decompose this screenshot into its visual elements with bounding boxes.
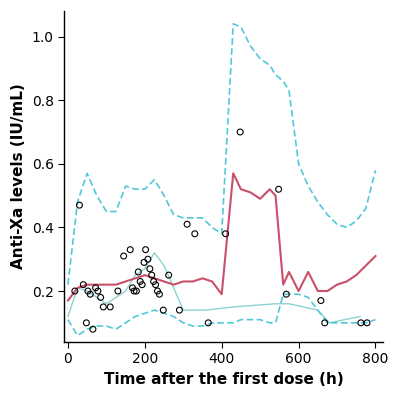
X-axis label: Time after the first dose (h): Time after the first dose (h) xyxy=(104,372,344,387)
Point xyxy=(176,307,183,313)
Point xyxy=(150,278,157,285)
Point xyxy=(205,320,212,326)
Point xyxy=(154,288,161,294)
Point xyxy=(147,265,153,272)
Point xyxy=(100,304,106,310)
Point xyxy=(133,288,140,294)
Point xyxy=(322,320,328,326)
Point xyxy=(120,253,127,259)
Point xyxy=(95,288,101,294)
Point xyxy=(87,291,94,297)
Point xyxy=(76,202,83,208)
Point xyxy=(90,326,96,332)
Point xyxy=(283,291,290,297)
Point xyxy=(152,281,159,288)
Point xyxy=(85,288,91,294)
Y-axis label: Anti-Xa levels (IU/mL): Anti-Xa levels (IU/mL) xyxy=(11,84,26,269)
Point xyxy=(192,230,198,237)
Point xyxy=(129,285,136,291)
Point xyxy=(107,304,114,310)
Point xyxy=(92,285,99,291)
Point xyxy=(115,288,121,294)
Point xyxy=(184,221,190,227)
Point xyxy=(166,272,172,278)
Point xyxy=(72,288,78,294)
Point xyxy=(139,281,145,288)
Point xyxy=(135,269,142,275)
Point xyxy=(80,281,86,288)
Point xyxy=(131,288,137,294)
Point xyxy=(127,246,134,253)
Point xyxy=(156,291,163,297)
Point xyxy=(318,297,324,304)
Point xyxy=(145,256,151,262)
Point xyxy=(137,278,144,285)
Point xyxy=(276,186,282,192)
Point xyxy=(98,294,104,300)
Point xyxy=(364,320,370,326)
Point xyxy=(148,272,155,278)
Point xyxy=(141,259,147,265)
Point xyxy=(222,230,229,237)
Point xyxy=(237,129,243,135)
Point xyxy=(142,246,149,253)
Point xyxy=(358,320,364,326)
Point xyxy=(83,320,90,326)
Point xyxy=(160,307,166,313)
